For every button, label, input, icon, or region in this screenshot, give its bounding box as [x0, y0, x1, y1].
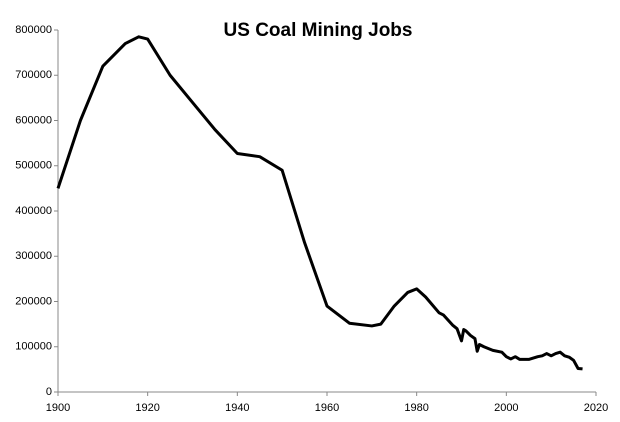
y-tick-label: 800000	[15, 24, 52, 36]
y-tick-label: 300000	[15, 250, 52, 262]
y-tick-label: 700000	[15, 69, 52, 81]
y-tick-label: 200000	[15, 295, 52, 307]
y-tick-label: 0	[46, 386, 52, 398]
line-series	[56, 35, 583, 371]
x-tick-label: 1980	[404, 402, 428, 414]
y-tick-label: 400000	[15, 205, 52, 217]
y-tick-label: 500000	[15, 160, 52, 172]
x-tick-label: 1960	[315, 402, 339, 414]
x-tick-label: 2020	[584, 402, 608, 414]
y-tick-label: 100000	[15, 341, 52, 353]
x-tick-label: 1900	[46, 402, 70, 414]
x-tick-label: 1920	[135, 402, 159, 414]
y-tick-label: 600000	[15, 114, 52, 126]
chart-title: US Coal Mining Jobs	[224, 20, 413, 41]
x-tick-label: 2000	[494, 402, 518, 414]
x-tick-label: 1940	[225, 402, 249, 414]
